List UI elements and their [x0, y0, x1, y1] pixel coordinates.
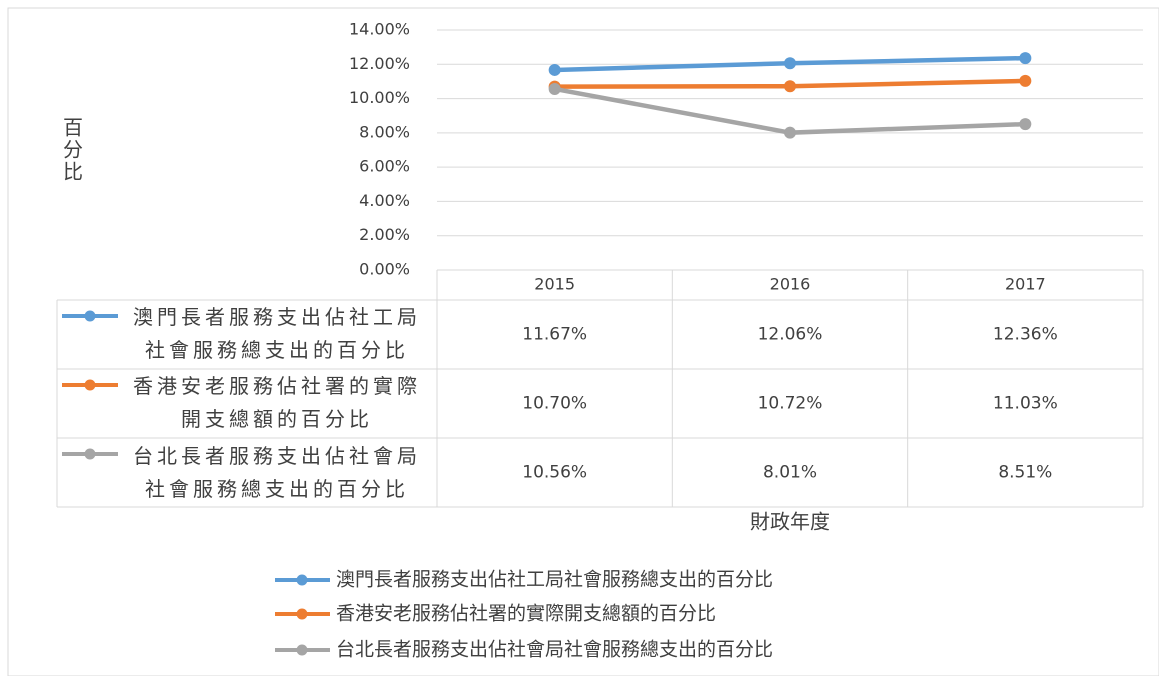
- point: [784, 80, 796, 93]
- y-tick-label: 2.00%: [359, 225, 410, 244]
- table-value: 8.01%: [763, 463, 817, 483]
- y-tick-label: 10.00%: [349, 88, 410, 107]
- x-tick-label: 2015: [534, 275, 575, 294]
- frame: [7, 7, 1159, 676]
- point: [784, 126, 796, 139]
- legend-key-dot: [296, 574, 308, 586]
- y-tick-label: 0.00%: [359, 260, 410, 279]
- x-axis-label: 財政年度: [750, 510, 830, 534]
- legend-label: 澳門長者服務支出佔社工局社會服務總支出的百分比: [336, 569, 773, 591]
- row-legend-key-dot: [84, 379, 96, 391]
- y-tick-label: 8.00%: [359, 122, 410, 141]
- point: [548, 63, 561, 76]
- legend-label: 台北長者服務支出佔社會局社會服務總支出的百分比: [336, 639, 773, 661]
- table-value: 10.70%: [522, 394, 587, 414]
- point: [1019, 118, 1032, 131]
- y-tick-label: 14.00%: [349, 20, 410, 39]
- row-label: 台北長者服務支出佔社會局社會服務總支出的百分比: [133, 444, 421, 501]
- legend-key-dot: [296, 608, 308, 620]
- point: [784, 57, 796, 70]
- y-tick-label: 6.00%: [359, 157, 410, 176]
- legend-label: 香港安老服務佔社署的實際開支總額的百分比: [336, 603, 716, 625]
- table-value: 11.67%: [522, 325, 587, 345]
- x-tick-label: 2017: [1005, 275, 1046, 294]
- series-line: [552, 86, 1028, 135]
- table-value: 12.06%: [758, 325, 823, 345]
- table-value: 10.72%: [758, 394, 823, 414]
- row-label: 香港安老服務佔社署的實際開支總額的百分比: [133, 374, 421, 431]
- row-legend-key-dot: [84, 448, 96, 460]
- point: [1019, 74, 1032, 87]
- row-legend-key-dot: [84, 310, 96, 322]
- y-axis-label: 百分比: [60, 117, 84, 183]
- row-label-box: 香港安老服務佔社署的實際開支總額的百分比: [133, 374, 421, 431]
- y-tick-label: 12.00%: [349, 54, 410, 73]
- point: [1019, 52, 1032, 65]
- row-label: 澳門長者服務支出佔社工局社會服務總支出的百分比: [133, 305, 421, 362]
- point: [548, 82, 561, 95]
- table-value: 12.36%: [993, 325, 1058, 345]
- table-value: 11.03%: [993, 394, 1058, 414]
- table-value: 10.56%: [522, 463, 587, 483]
- y-tick-label: 4.00%: [359, 191, 410, 210]
- row-label-box: 澳門長者服務支出佔社工局社會服務總支出的百分比: [133, 305, 421, 362]
- x-tick-label: 2016: [770, 275, 811, 294]
- legend-key-dot: [296, 644, 308, 656]
- row-label-box: 台北長者服務支出佔社會局社會服務總支出的百分比: [133, 444, 421, 501]
- table-value: 8.51%: [998, 463, 1052, 483]
